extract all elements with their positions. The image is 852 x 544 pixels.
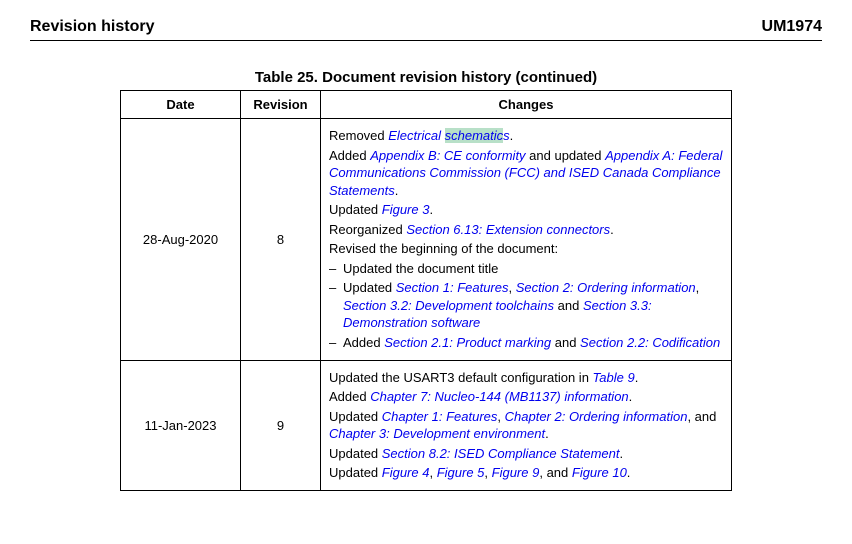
text: , <box>509 280 516 295</box>
revision-table-container: Date Revision Changes 28-Aug-2020 8 Remo… <box>120 90 732 520</box>
link-chapter-7[interactable]: Chapter 7: Nucleo-144 (MB1137) informati… <box>370 389 628 404</box>
bullet-text: Added Section 2.1: Product marking and S… <box>343 334 723 352</box>
link-section-3-2[interactable]: Section 3.2: Development toolchains <box>343 298 554 313</box>
change-line: Updated Figure 4, Figure 5, Figure 9, an… <box>329 464 723 482</box>
link-table-9[interactable]: Table 9 <box>593 370 635 385</box>
link-figure-4[interactable]: Figure 4 <box>382 465 430 480</box>
link-chapter-3[interactable]: Chapter 3: Development environment <box>329 426 545 441</box>
cell-revision: 9 <box>241 360 321 490</box>
link-figure-10[interactable]: Figure 10 <box>572 465 627 480</box>
header-section-title: Revision history <box>30 18 154 36</box>
cell-date: 28-Aug-2020 <box>121 119 241 361</box>
text: . <box>620 446 624 461</box>
text: , <box>696 280 700 295</box>
link-section-2-1[interactable]: Section 2.1: Product marking <box>384 335 551 350</box>
change-line: Reorganized Section 6.13: Extension conn… <box>329 221 723 239</box>
link-section-2[interactable]: Section 2: Ordering information <box>516 280 696 295</box>
page-header: Revision history UM1974 <box>30 18 822 41</box>
text: Updated <box>329 409 382 424</box>
text: Updated <box>329 202 382 217</box>
link-section-6-13[interactable]: Section 6.13: Extension connectors <box>406 222 610 237</box>
text: Added <box>343 335 384 350</box>
text: . <box>510 128 514 143</box>
text: Updated the document title <box>343 261 498 276</box>
text: , and <box>539 465 572 480</box>
link-section-1[interactable]: Section 1: Features <box>396 280 509 295</box>
link-electrical-schematics[interactable]: Electrical schematics <box>388 128 509 143</box>
bullet-text: Updated the document title <box>343 260 723 278</box>
link-figure-3[interactable]: Figure 3 <box>382 202 430 217</box>
text: Updated the USART3 default configuration… <box>329 370 593 385</box>
revision-table: Date Revision Changes 28-Aug-2020 8 Remo… <box>120 90 732 491</box>
text: and <box>554 298 583 313</box>
table-caption: Table 25. Document revision history (con… <box>30 69 822 86</box>
text: and <box>551 335 580 350</box>
text: . <box>429 202 433 217</box>
change-line: Added Appendix B: CE conformity and upda… <box>329 147 723 200</box>
text: Removed <box>329 128 388 143</box>
col-header-changes: Changes <box>321 91 732 119</box>
bullet-item: – Updated the document title <box>329 260 723 278</box>
table-row: 28-Aug-2020 8 Removed Electrical schemat… <box>121 119 732 361</box>
link-figure-5[interactable]: Figure 5 <box>437 465 485 480</box>
text: Added <box>329 148 370 163</box>
bullet-dash: – <box>329 260 343 278</box>
text: Revised the beginning of the document: <box>329 241 558 256</box>
bullet-item: – Updated Section 1: Features, Section 2… <box>329 279 723 332</box>
text: . <box>610 222 614 237</box>
change-line: Updated the USART3 default configuration… <box>329 369 723 387</box>
cell-date: 11-Jan-2023 <box>121 360 241 490</box>
change-line: Updated Section 8.2: ISED Compliance Sta… <box>329 445 723 463</box>
cell-changes: Updated the USART3 default configuration… <box>321 360 732 490</box>
link-section-2-2[interactable]: Section 2.2: Codification <box>580 335 720 350</box>
text: Updated <box>343 280 396 295</box>
text: . <box>627 465 631 480</box>
bullet-dash: – <box>329 334 343 352</box>
change-line: Revised the beginning of the document: <box>329 240 723 258</box>
document-page: Revision history UM1974 Table 25. Docume… <box>0 0 852 544</box>
text: . <box>635 370 639 385</box>
header-doc-id: UM1974 <box>762 18 822 36</box>
text: Updated <box>329 465 382 480</box>
bullet-text: Updated Section 1: Features, Section 2: … <box>343 279 723 332</box>
link-section-8-2[interactable]: Section 8.2: ISED Compliance Statement <box>382 446 620 461</box>
table-row: 11-Jan-2023 9 Updated the USART3 default… <box>121 360 732 490</box>
text: . <box>545 426 549 441</box>
bullet-item: – Added Section 2.1: Product marking and… <box>329 334 723 352</box>
change-line: Added Chapter 7: Nucleo-144 (MB1137) inf… <box>329 388 723 406</box>
cell-revision: 8 <box>241 119 321 361</box>
link-text: Electrical <box>388 128 444 143</box>
text: , and <box>687 409 716 424</box>
text: Added <box>329 389 370 404</box>
link-chapter-1[interactable]: Chapter 1: Features <box>382 409 498 424</box>
highlighted-text: schematic <box>445 128 504 143</box>
change-line: Updated Figure 3. <box>329 201 723 219</box>
change-line: Removed Electrical schematics. <box>329 127 723 145</box>
bullet-dash: – <box>329 279 343 332</box>
change-line: Updated Chapter 1: Features, Chapter 2: … <box>329 408 723 443</box>
link-figure-9[interactable]: Figure 9 <box>492 465 540 480</box>
col-header-revision: Revision <box>241 91 321 119</box>
link-appendix-b[interactable]: Appendix B: CE conformity <box>370 148 525 163</box>
col-header-date: Date <box>121 91 241 119</box>
text: Reorganized <box>329 222 406 237</box>
table-header-row: Date Revision Changes <box>121 91 732 119</box>
text: . <box>629 389 633 404</box>
text: . <box>395 183 399 198</box>
text: and updated <box>526 148 606 163</box>
cell-changes: Removed Electrical schematics. Added App… <box>321 119 732 361</box>
text: , <box>484 465 491 480</box>
text: , <box>429 465 436 480</box>
link-chapter-2[interactable]: Chapter 2: Ordering information <box>505 409 688 424</box>
text: , <box>497 409 504 424</box>
text: Updated <box>329 446 382 461</box>
